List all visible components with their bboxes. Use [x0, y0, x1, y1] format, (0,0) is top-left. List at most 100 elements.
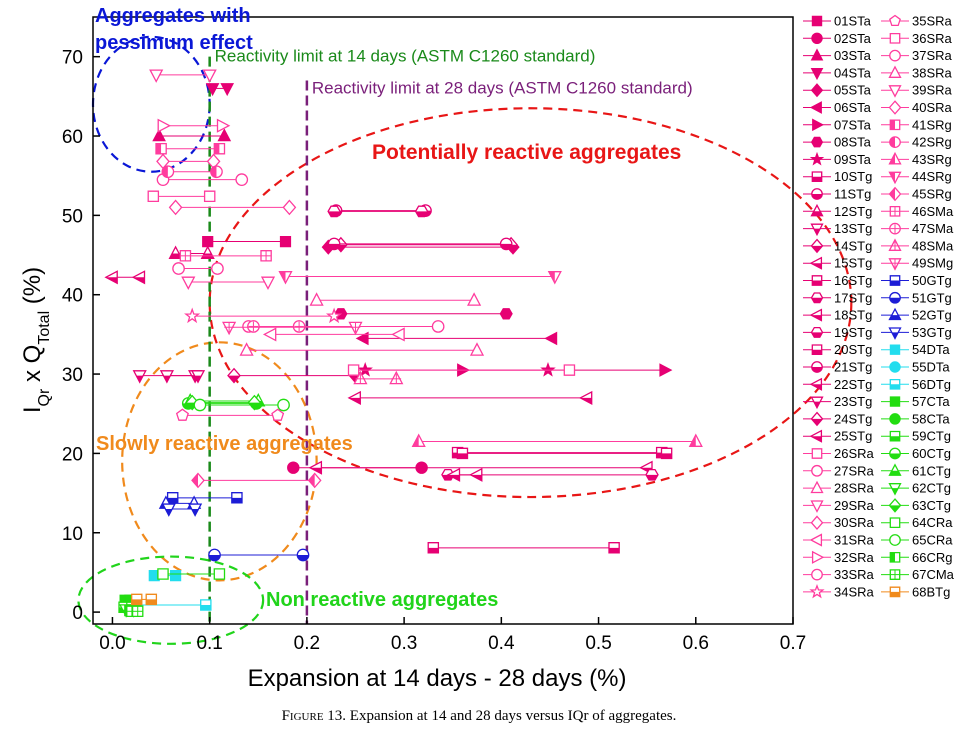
- series-67CMa: [126, 605, 144, 618]
- x-tick-label: 0.4: [488, 633, 515, 654]
- series-54DTa: [148, 570, 182, 582]
- legend-label: 64CRa: [912, 515, 953, 530]
- point-17STg-28d: [414, 205, 429, 218]
- point-24STg-14d: [227, 367, 241, 384]
- legend-item-12STg: 12STg: [803, 204, 872, 219]
- point-15STg-28d: [578, 390, 593, 405]
- point-49SMg-14d: [222, 321, 237, 336]
- legend-item-55DTa: 55DTa: [881, 360, 950, 375]
- legend-marker-54DTa: [889, 344, 901, 355]
- legend-label: 67CMa: [912, 567, 955, 582]
- legend-label: 41SRg: [912, 117, 952, 132]
- legend-label: 29SRa: [834, 498, 875, 513]
- y-tick-label: 20: [62, 444, 83, 465]
- legend-marker-59CTg: [889, 430, 901, 442]
- y-axis-title-sub1: Qr: [36, 388, 53, 406]
- point-06STa-28d: [544, 331, 558, 346]
- legend-item-38SRa: 38SRa: [881, 65, 953, 80]
- group-ellipses: [77, 35, 853, 645]
- legend-item-06STa: 06STa: [803, 100, 872, 115]
- point-18STg-14d: [308, 460, 323, 475]
- series-51GTg: [208, 548, 310, 562]
- group-label-slowly-reactive: Slowly reactive aggregates: [96, 433, 353, 455]
- legend-item-44SRg: 44SRg: [881, 169, 952, 185]
- legend-marker-64CRa: [889, 517, 901, 529]
- legend-marker-65CRa: [889, 534, 901, 546]
- legend-marker-15STg: [809, 256, 823, 270]
- point-63CTg-28d: [247, 394, 262, 411]
- legend-label: 30SRa: [834, 515, 875, 530]
- legend-marker-43SRg: [888, 151, 902, 165]
- legend-item-37SRa: 37SRa: [881, 48, 953, 63]
- legend-marker-40SRa: [888, 100, 902, 115]
- legend-item-58CTa: 58CTa: [881, 411, 950, 426]
- point-50GTg-14d: [166, 492, 179, 504]
- legend-marker-68BTg: [889, 586, 901, 598]
- legend-label: 08STa: [834, 135, 872, 150]
- legend-label: 26SRa: [834, 446, 875, 461]
- legend-label: 40SRa: [912, 100, 953, 115]
- legend-item-29SRa: 29SRa: [803, 498, 875, 513]
- legend-marker-26SRa: [811, 448, 823, 459]
- legend-label: 58CTa: [912, 411, 950, 426]
- point-45SRg-14d: [191, 472, 205, 489]
- point-13STg-14d: [132, 370, 147, 384]
- legend-label: 62CTg: [912, 481, 951, 496]
- y-tick-label: 30: [62, 365, 83, 386]
- legend-item-52GTg: 52GTg: [881, 308, 952, 323]
- legend-item-01STa: 01STa: [803, 14, 872, 29]
- legend-marker-27SRa: [811, 464, 823, 477]
- legend-item-22STg: 22STg: [803, 377, 872, 392]
- legend-marker-35SRa: [889, 14, 901, 27]
- legend-label: 55DTa: [912, 360, 950, 375]
- legend-label: 61CTg: [912, 463, 951, 478]
- point-04STa-28d: [220, 83, 235, 97]
- point-10STg-28d: [608, 542, 620, 554]
- y-tick-label: 60: [62, 127, 83, 148]
- legend-item-47SMa: 47SMa: [881, 221, 954, 236]
- point-46SMa-14d: [179, 250, 192, 262]
- legend-marker-47SMa: [889, 222, 901, 235]
- legend-label: 49SMg: [912, 256, 953, 271]
- point-56DTg-28d: [200, 599, 212, 611]
- series-16STg: [451, 446, 668, 459]
- legend-marker-36SRa: [889, 32, 901, 44]
- series-39SRa: [149, 69, 217, 83]
- point-15STg-14d: [347, 390, 361, 405]
- point-26SRa-28d: [203, 190, 216, 203]
- legend-item-46SMa: 46SMa: [881, 204, 954, 219]
- legend-marker-39SRa: [888, 85, 902, 98]
- point-07STa-28d: [659, 363, 673, 377]
- figure-caption: Figure 13. Expansion at 14 and 28 days v…: [0, 708, 958, 725]
- point-03STa-14d: [152, 128, 166, 142]
- point-19STg-28d: [645, 468, 659, 481]
- legend-marker-28SRa: [810, 480, 824, 494]
- series-34SRa: [184, 307, 343, 324]
- series-14STg: [334, 236, 518, 253]
- point-48SMa-14d: [353, 370, 368, 385]
- y-tick-label: 40: [62, 286, 83, 307]
- series-64CRa: [157, 568, 226, 580]
- legend-label: 22STg: [834, 377, 872, 392]
- series-25STg: [104, 270, 146, 285]
- point-47SMa-28d: [292, 320, 306, 333]
- legend-marker-30SRa: [810, 515, 824, 530]
- legend-label: 19STg: [834, 325, 872, 340]
- legend-marker-22STg: [809, 377, 823, 391]
- legend-label: 09STa: [834, 152, 872, 167]
- legend-item-42SRg: 42SRg: [881, 135, 952, 150]
- point-44SRg-14d: [278, 271, 293, 285]
- legend-marker-58CTa: [889, 413, 901, 425]
- legend-label: 39SRa: [912, 83, 953, 98]
- legend-marker-52GTg: [888, 307, 902, 321]
- legend-marker-20STg: [811, 344, 823, 356]
- legend-label: 54DTa: [912, 342, 950, 357]
- legend-marker-45SRg: [888, 186, 902, 202]
- series-09STa: [357, 362, 556, 377]
- point-37SRa-14d: [172, 262, 185, 275]
- point-28SRa-14d: [309, 292, 324, 306]
- legend-marker-37SRa: [889, 49, 901, 62]
- legend-item-31SRa: 31SRa: [803, 533, 875, 548]
- legend-marker-31SRa: [809, 533, 823, 547]
- series-49SMg: [222, 321, 363, 336]
